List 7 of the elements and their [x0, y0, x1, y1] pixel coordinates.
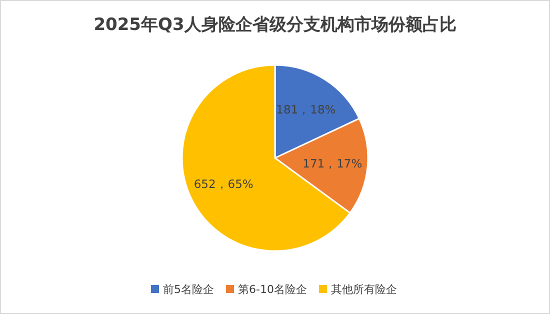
data-label: 181，18%	[276, 102, 336, 116]
legend-label: 其他所有险企	[330, 283, 397, 296]
legend-label: 第6-10名险企	[238, 283, 307, 296]
data-label: 652，65%	[194, 177, 254, 192]
chart-title: 2025年Q3人身险企省级分支机构市场份额占比	[94, 15, 456, 35]
data-label: 171，17%	[302, 156, 362, 171]
legend-label: 前5名险企	[163, 283, 214, 296]
